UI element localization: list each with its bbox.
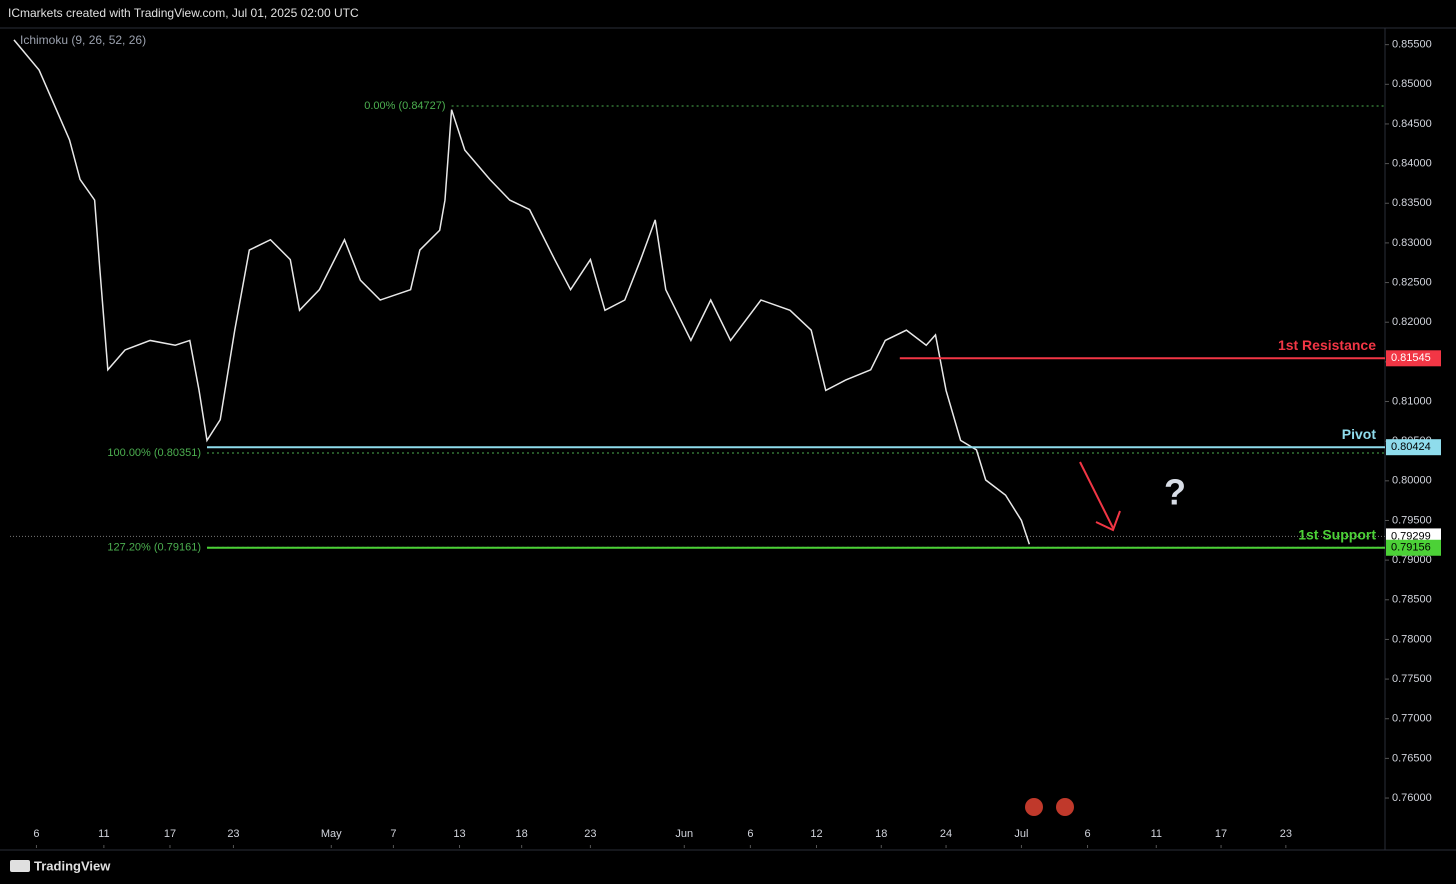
flag-icon: [1056, 798, 1074, 816]
x-tick-label: 7: [390, 828, 396, 840]
current-price-label: 0.79299: [1391, 530, 1431, 542]
x-tick-label: 6: [747, 828, 753, 840]
fib-label: 0.00% (0.84727): [364, 100, 445, 112]
y-tick-label: 0.76000: [1392, 792, 1432, 804]
flag-icon: [1025, 798, 1043, 816]
y-tick-label: 0.80000: [1392, 475, 1432, 487]
y-tick-label: 0.83000: [1392, 237, 1432, 249]
x-tick-label: 18: [516, 828, 528, 840]
y-tick-label: 0.79000: [1392, 554, 1432, 566]
arrow-head: [1095, 510, 1121, 532]
y-tick-label: 0.85000: [1392, 78, 1432, 90]
level-name: Pivot: [1342, 426, 1377, 442]
header: ICmarkets created with TradingView.com, …: [8, 6, 359, 20]
arrow: [1079, 461, 1121, 532]
x-tick-label: 17: [164, 828, 176, 840]
x-tick-label: 23: [584, 828, 596, 840]
y-tick-label: 0.85500: [1392, 39, 1432, 51]
fib-label: 100.00% (0.80351): [107, 447, 201, 459]
y-tick-label: 0.76500: [1392, 752, 1432, 764]
annotation: ?: [1164, 472, 1186, 513]
footer-brand: TradingView: [34, 858, 111, 873]
indicator-label: Ichimoku (9, 26, 52, 26): [20, 33, 146, 47]
y-tick-label: 0.81000: [1392, 395, 1432, 407]
x-tick-label: 11: [1151, 828, 1162, 840]
x-tick-label: 6: [33, 828, 39, 840]
y-tick-label: 0.79500: [1392, 514, 1432, 526]
level-price: 0.79156: [1391, 542, 1431, 554]
x-tick-label: 24: [940, 828, 952, 840]
y-tick-label: 0.78000: [1392, 633, 1432, 645]
y-tick-label: 0.77500: [1392, 673, 1432, 685]
logo: TradingView: [10, 858, 111, 873]
level-name: 1st Resistance: [1278, 337, 1376, 353]
level-tag: [1386, 539, 1441, 556]
logo-mark: [10, 860, 30, 872]
level-price: 0.81545: [1391, 352, 1431, 364]
y-tick-label: 0.84000: [1392, 158, 1432, 170]
x-tick-label: 13: [453, 828, 465, 840]
price-line: [13, 39, 1031, 545]
x-tick-label: 6: [1084, 828, 1090, 840]
x-tick-label: 17: [1215, 828, 1227, 840]
x-tick-label: Jun: [675, 828, 693, 840]
y-tick-label: 0.82000: [1392, 316, 1432, 328]
x-tick-label: May: [321, 828, 342, 840]
x-tick-label: 23: [227, 828, 239, 840]
x-tick-label: 11: [98, 828, 109, 840]
level-name: 1st Support: [1298, 526, 1376, 542]
level-tag: [1386, 439, 1441, 456]
y-tick-label: 0.82500: [1392, 276, 1432, 288]
level-tag: [1386, 350, 1441, 367]
fib-label: 127.20% (0.79161): [107, 541, 201, 553]
level-price: 0.80424: [1391, 441, 1431, 453]
x-tick-label: Jul: [1014, 828, 1028, 840]
event-flags: [1025, 798, 1074, 816]
y-tick-label: 0.78500: [1392, 594, 1432, 606]
y-tick-label: 0.83500: [1392, 197, 1432, 209]
y-tick-label: 0.84500: [1392, 118, 1432, 130]
arrow-shaft: [1079, 461, 1114, 529]
x-tick-label: 18: [875, 828, 887, 840]
y-tick-label: 0.77000: [1392, 713, 1432, 725]
x-tick-label: 12: [810, 828, 822, 840]
x-tick-label: 23: [1280, 828, 1292, 840]
